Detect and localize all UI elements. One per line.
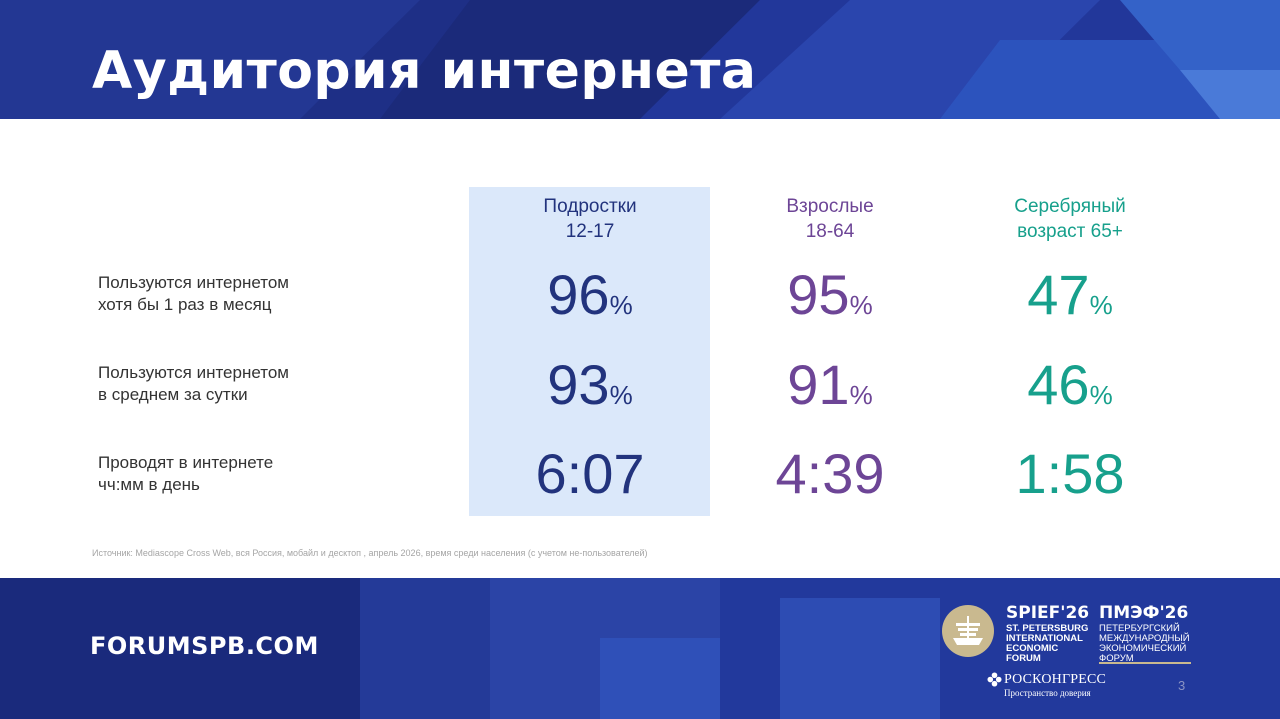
value-unit: %	[849, 290, 873, 320]
header-pattern	[0, 0, 1280, 119]
roscongress-name: РОСКОНГРЕСС	[1004, 672, 1107, 687]
spief-logo-line: ФОРУМ	[1099, 653, 1134, 664]
logo-underline	[1099, 662, 1191, 664]
value-adults-time: 4:39	[710, 444, 950, 504]
value-number: 91	[787, 353, 850, 416]
value-number: 1:58	[1015, 442, 1125, 505]
spief-logo-line: ECONOMIC	[1006, 643, 1059, 654]
page-number: 3	[1178, 678, 1186, 693]
value-seniors-time: 1:58	[950, 444, 1190, 504]
website-link[interactable]: FORUMSPB.COM	[90, 632, 319, 660]
row-label-time-spent: Проводят в интернете чч:мм в день	[98, 452, 398, 496]
footer-band	[0, 578, 1280, 719]
value-adults-daily: 91%	[710, 355, 950, 425]
value-unit: %	[1089, 380, 1113, 410]
row-label-line2: хотя бы 1 раз в месяц	[98, 295, 272, 314]
value-teens-monthly: 96%	[470, 265, 710, 335]
column-header-line1: Подростки	[543, 196, 637, 217]
value-number: 47	[1027, 263, 1090, 326]
value-number: 93	[547, 353, 610, 416]
column-header-teens: Подростки 12-17	[470, 194, 710, 244]
value-number: 6:07	[535, 442, 645, 505]
value-seniors-daily: 46%	[950, 355, 1190, 425]
spief-logo-ru: ПМЭФ'26 ПЕТЕРБУРГСКИЙ МЕЖДУНАРОДНЫЙ ЭКОН…	[1099, 604, 1190, 664]
spief-logo-line: INTERNATIONAL	[1006, 633, 1083, 644]
value-unit: %	[849, 380, 873, 410]
value-number: 95	[787, 263, 850, 326]
value-unit: %	[609, 380, 633, 410]
spief-logo-line: ЭКОНОМИЧЕСКИЙ	[1099, 643, 1187, 654]
source-note: Источник: Mediascope Cross Web, вся Росс…	[92, 548, 648, 558]
roscongress-logo-icon	[987, 672, 1002, 687]
value-teens-time: 6:07	[470, 444, 710, 504]
row-label-line1: Пользуются интернетом	[98, 273, 289, 292]
spief-logo-ru-main: ПМЭФ'26	[1099, 603, 1189, 623]
value-seniors-monthly: 47%	[950, 265, 1190, 335]
spief-logo-line: FORUM	[1006, 653, 1041, 664]
row-label-line2: чч:мм в день	[98, 475, 200, 494]
value-number: 4:39	[775, 442, 885, 505]
column-header-line2: 12-17	[565, 221, 615, 242]
value-number: 96	[547, 263, 610, 326]
row-label-line1: Пользуются интернетом	[98, 363, 289, 382]
row-label-monthly-usage: Пользуются интернетом хотя бы 1 раз в ме…	[98, 272, 398, 316]
spief-logo-line: ПЕТЕРБУРГСКИЙ	[1099, 623, 1180, 634]
spief-logo-line: ST. PETERSBURG	[1006, 623, 1089, 634]
value-number: 46	[1027, 353, 1090, 416]
value-adults-monthly: 95%	[710, 265, 950, 335]
column-header-line1: Серебряный	[1014, 196, 1126, 217]
spief-logo-en-subtitle: ST. PETERSBURG INTERNATIONAL ECONOMIC FO…	[1006, 624, 1089, 664]
roscongress-tagline: Пространство доверия	[1004, 688, 1091, 698]
row-label-line2: в среднем за сутки	[98, 385, 248, 404]
column-header-line1: Взрослые	[786, 196, 874, 217]
spief-logo-en: SPIEF'26 ST. PETERSBURG INTERNATIONAL EC…	[1006, 604, 1089, 664]
column-header-line2: возраст 65+	[1017, 221, 1123, 242]
column-header-line2: 18-64	[805, 221, 855, 242]
column-header-seniors: Серебряный возраст 65+	[950, 194, 1190, 244]
ship-emblem-icon	[942, 605, 994, 657]
row-label-daily-usage: Пользуются интернетом в среднем за сутки	[98, 362, 398, 406]
row-label-line1: Проводят в интернете	[98, 453, 274, 472]
header-band: Аудитория интернета	[0, 0, 1280, 119]
spief-logo-ru-subtitle: ПЕТЕРБУРГСКИЙ МЕЖДУНАРОДНЫЙ ЭКОНОМИЧЕСКИ…	[1099, 624, 1190, 664]
footer-pattern	[0, 578, 1280, 719]
value-unit: %	[1089, 290, 1113, 320]
spief-logo-en-main: SPIEF'26	[1006, 603, 1090, 623]
teens-column-highlight	[469, 187, 710, 516]
column-header-adults: Взрослые 18-64	[710, 194, 950, 244]
value-teens-daily: 93%	[470, 355, 710, 425]
value-unit: %	[609, 290, 633, 320]
spief-logo-line: МЕЖДУНАРОДНЫЙ	[1099, 633, 1190, 644]
page-title: Аудитория интернета	[92, 41, 757, 101]
